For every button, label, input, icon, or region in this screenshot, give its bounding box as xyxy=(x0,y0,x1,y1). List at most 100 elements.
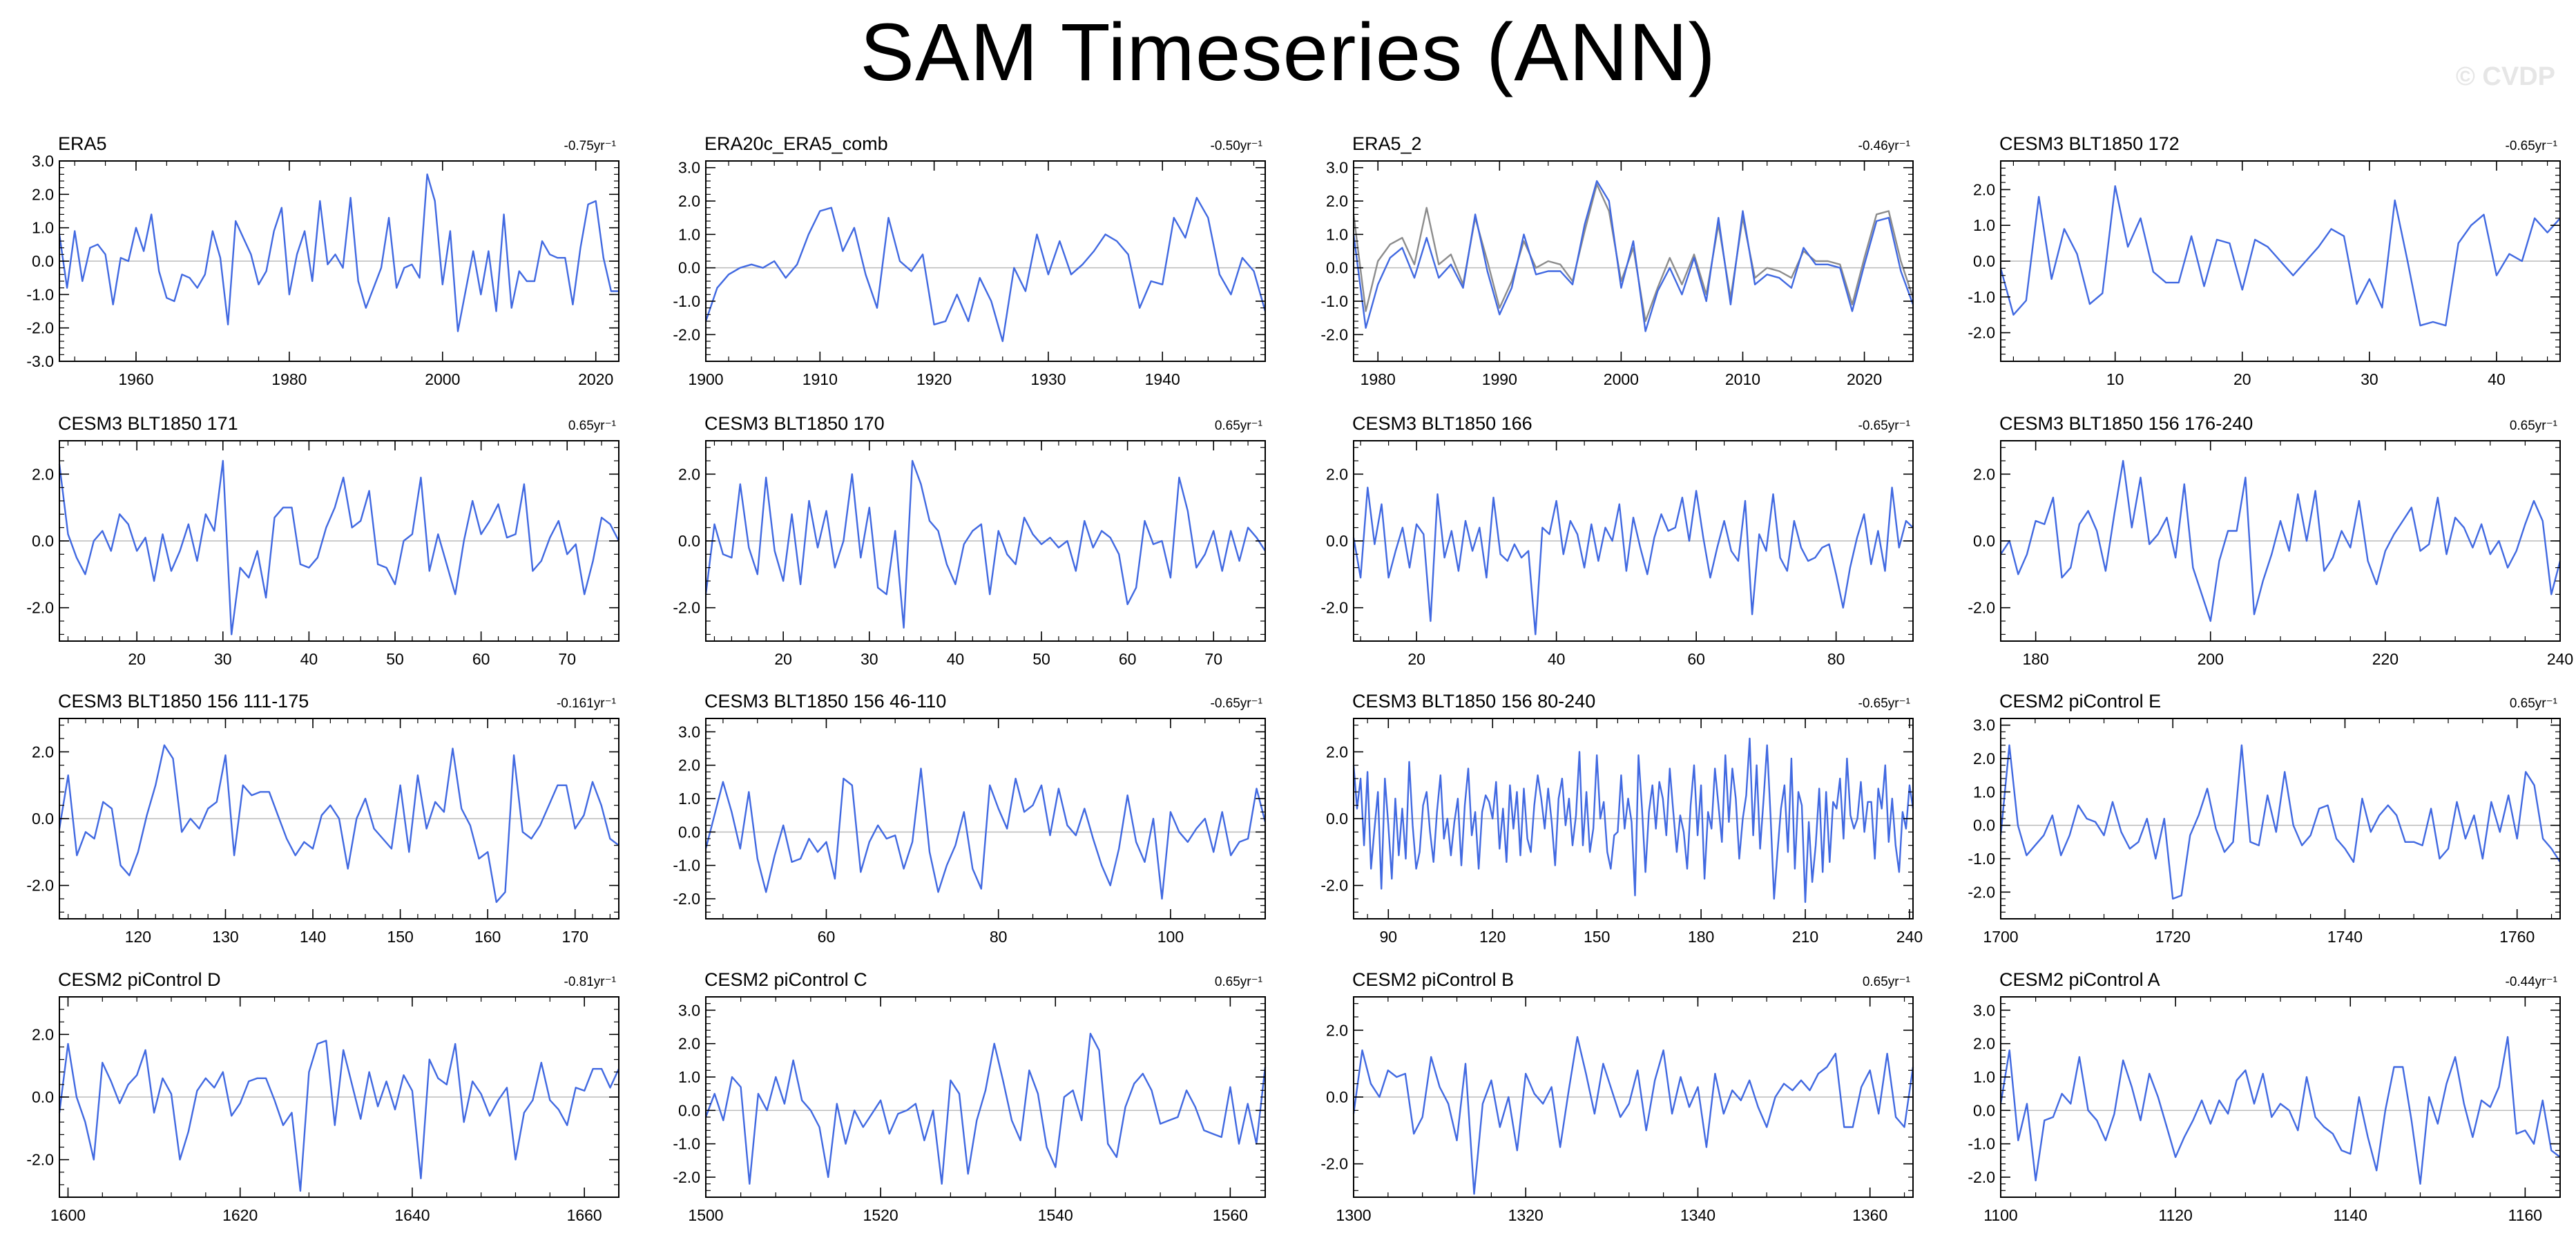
x-tick-label: 60 xyxy=(818,928,836,946)
panel-title: CESM3 BLT1850 166 xyxy=(1352,413,1532,434)
y-tick-label: -2.0 xyxy=(1968,883,1995,901)
y-tick-label: -2.0 xyxy=(1968,324,1995,342)
x-tick-label: 150 xyxy=(387,928,413,946)
y-tick-label: -2.0 xyxy=(1320,599,1348,617)
panel-7: CESM3 BLT1850 166 -0.65yr⁻¹ -2.0 0.0 2.0 20 40… xyxy=(1320,413,1914,668)
x-tick-label: 1120 xyxy=(2158,1206,2192,1224)
x-tick-label: 80 xyxy=(1827,650,1845,668)
panel-14: CESM2 piControl C 0.65yr⁻¹ -2.0 -1.0 0.0 1.0 2… xyxy=(673,969,1267,1224)
series-line-1 xyxy=(1999,1036,2561,1185)
panel-title: ERA20c_ERA5_comb xyxy=(704,133,888,154)
x-tick-label: 240 xyxy=(1896,928,1923,946)
x-tick-label: 60 xyxy=(472,650,490,668)
x-tick-label: 50 xyxy=(1032,650,1050,668)
series-line-1 xyxy=(1352,1036,1914,1195)
series-line-1 xyxy=(1352,737,1914,904)
y-tick-label: -1.0 xyxy=(1968,1135,1995,1153)
panel-trend-label: -0.65yr⁻¹ xyxy=(1211,696,1263,711)
panel-title: CESM3 BLT1850 172 xyxy=(1999,133,2180,154)
y-tick-label: 2.0 xyxy=(1973,750,1995,768)
x-tick-label: 1560 xyxy=(1213,1206,1248,1224)
x-tick-label: 1990 xyxy=(1482,370,1517,388)
y-tick-label: 2.0 xyxy=(1326,743,1348,761)
y-tick-label: 0.0 xyxy=(32,532,54,550)
y-tick-label: -2.0 xyxy=(673,325,700,343)
panel-trend-label: 0.65yr⁻¹ xyxy=(1215,419,1262,433)
y-tick-label: -1.0 xyxy=(1968,288,1995,306)
x-tick-label: 2000 xyxy=(1604,370,1639,388)
y-tick-label: 2.0 xyxy=(678,465,700,483)
y-tick-label: 1.0 xyxy=(678,1068,700,1086)
x-tick-label: 120 xyxy=(125,928,151,946)
y-tick-label: 2.0 xyxy=(1973,1035,1995,1053)
x-tick-label: 170 xyxy=(562,928,588,946)
panel-title: ERA5 xyxy=(58,133,107,154)
panel-trend-label: 0.65yr⁻¹ xyxy=(1863,975,1910,989)
x-tick-label: 2010 xyxy=(1725,370,1760,388)
x-tick-label: 1910 xyxy=(802,370,838,388)
y-tick-label: 2.0 xyxy=(32,1025,54,1043)
x-tick-label: 1360 xyxy=(1852,1206,1887,1224)
x-tick-label: 60 xyxy=(1119,650,1137,668)
y-tick-label: 1.0 xyxy=(1973,783,1995,801)
y-tick-label: 0.0 xyxy=(1973,817,1995,835)
panel-trend-label: 0.65yr⁻¹ xyxy=(1215,975,1262,989)
x-tick-label: 1760 xyxy=(2499,928,2535,946)
x-tick-label: 1980 xyxy=(271,370,307,388)
y-tick-label: 2.0 xyxy=(678,1035,700,1053)
x-tick-label: 1620 xyxy=(222,1206,258,1224)
panel-trend-label: -0.65yr⁻¹ xyxy=(1858,419,1911,433)
x-tick-label: 1960 xyxy=(118,370,153,388)
y-tick-label: 2.0 xyxy=(678,756,700,774)
panel-9: CESM3 BLT1850 156 111-175 -0.161yr⁻¹ -2.0 0… xyxy=(26,691,619,946)
panel-title: CESM3 BLT1850 171 xyxy=(58,413,238,434)
y-tick-label: 1.0 xyxy=(32,219,54,237)
y-tick-label: 2.0 xyxy=(32,465,54,483)
y-tick-label: -2.0 xyxy=(26,599,54,617)
x-tick-label: 180 xyxy=(2022,650,2048,668)
x-tick-label: 210 xyxy=(1792,928,1818,946)
x-tick-label: 1930 xyxy=(1030,370,1066,388)
series-line-1 xyxy=(58,1040,620,1192)
x-tick-label: 1700 xyxy=(1983,928,2018,946)
y-tick-label: 0.0 xyxy=(1973,1101,1995,1119)
series-line-1 xyxy=(704,1032,1267,1185)
x-tick-label: 1520 xyxy=(863,1206,898,1224)
y-tick-label: -1.0 xyxy=(673,292,700,310)
x-tick-label: 1660 xyxy=(567,1206,602,1224)
x-tick-label: 2020 xyxy=(1847,370,1882,388)
plot-frame xyxy=(705,160,1266,362)
x-tick-label: 140 xyxy=(300,928,326,946)
panel-title: CESM2 piControl C xyxy=(704,969,867,990)
panel-3: ERA5_2 -0.46yr⁻¹ -2.0 -1.0 0.0 1.0 2.0 3.0 1980 1… xyxy=(1320,133,1914,388)
series-line-1 xyxy=(704,197,1267,343)
y-tick-label: 2.0 xyxy=(1326,1021,1348,1039)
panel-title: CESM2 piControl E xyxy=(1999,691,2161,712)
x-tick-label: 1100 xyxy=(1983,1206,2017,1224)
x-tick-label: 1300 xyxy=(1336,1206,1371,1224)
y-tick-label: -2.0 xyxy=(673,890,700,908)
x-tick-label: 60 xyxy=(1687,650,1705,668)
panel-title: CESM3 BLT1850 170 xyxy=(704,413,885,434)
y-tick-label: 2.0 xyxy=(1326,465,1348,483)
y-tick-label: -1.0 xyxy=(1320,292,1348,310)
series-line-1 xyxy=(1352,486,1914,636)
x-tick-label: 200 xyxy=(2198,650,2224,668)
cvdp-watermark: © CVDP xyxy=(2455,62,2555,91)
y-tick-label: 3.0 xyxy=(678,159,700,177)
y-tick-label: -2.0 xyxy=(1320,1155,1348,1173)
panel-title: CESM2 piControl A xyxy=(1999,969,2160,990)
panel-trend-label: -0.65yr⁻¹ xyxy=(2506,139,2558,153)
y-tick-label: 0.0 xyxy=(1326,259,1348,277)
y-tick-label: 0.0 xyxy=(1973,532,1995,550)
series-line-1 xyxy=(58,173,619,332)
panel-15: CESM2 piControl B 0.65yr⁻¹ -2.0 0.0 2.0 1300 1… xyxy=(1320,969,1914,1224)
x-tick-label: 1920 xyxy=(916,370,952,388)
panel-title: CESM2 piControl B xyxy=(1352,969,1514,990)
panel-trend-label: -0.81yr⁻¹ xyxy=(564,975,617,989)
y-tick-label: 0.0 xyxy=(32,1088,54,1106)
y-tick-label: 2.0 xyxy=(1326,192,1348,210)
series-line-1 xyxy=(58,459,620,636)
y-tick-label: 3.0 xyxy=(1973,716,1995,734)
x-tick-label: 40 xyxy=(947,650,965,668)
